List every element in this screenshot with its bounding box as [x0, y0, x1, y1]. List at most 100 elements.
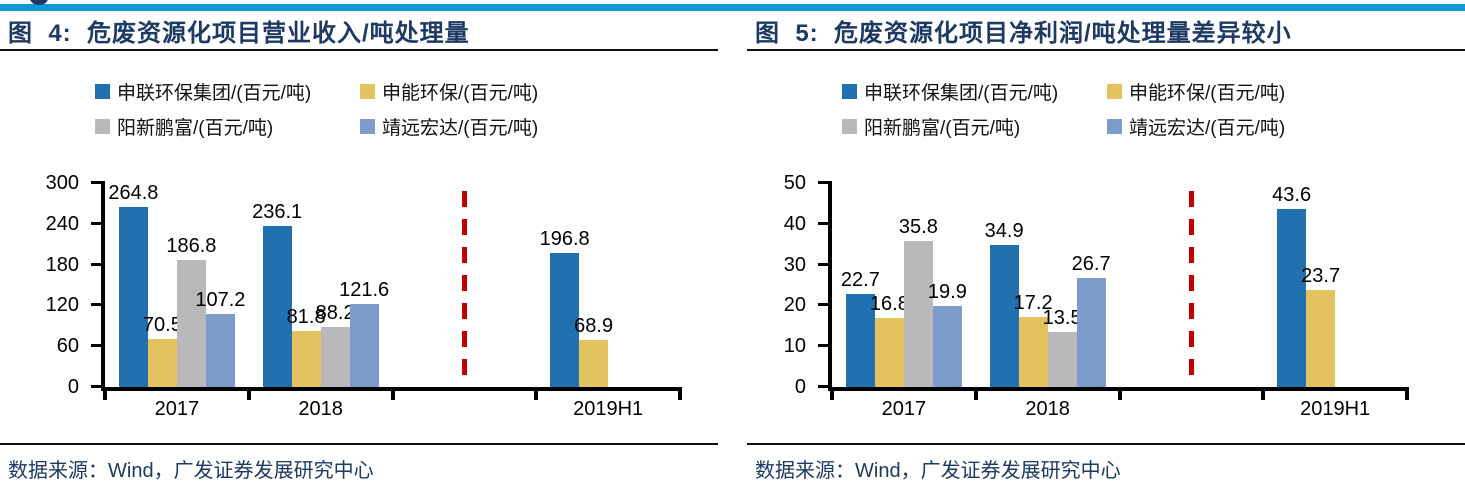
x-axis-tickmark	[973, 391, 978, 400]
bar	[1076, 278, 1106, 387]
top-accent-bar	[0, 4, 1465, 11]
bar-value-label: 121.6	[339, 279, 390, 302]
bar	[845, 294, 875, 387]
bar-value-label: 70.5	[142, 314, 182, 337]
bar-value-label: 68.9	[574, 315, 614, 338]
legend-swatch-icon	[360, 83, 375, 99]
bar-value-label: 81.8	[286, 306, 326, 329]
legend-label: 阳新鹏富/(百元/吨)	[117, 117, 274, 139]
x-axis-line	[101, 387, 682, 391]
bar-value-label: 22.7	[840, 269, 880, 292]
bar-value-label: 23.7	[1301, 265, 1341, 288]
y-axis-tick-label: 0	[67, 376, 79, 398]
legend-item: 阳新鹏富/(百元/吨)	[95, 116, 273, 139]
bar-value-label: 186.8	[166, 234, 217, 257]
bar	[579, 340, 609, 387]
bar-value-label: 13.5	[1042, 306, 1082, 329]
legend-swatch-icon	[95, 118, 110, 134]
bar-value-label: 196.8	[539, 228, 590, 251]
bar	[1047, 331, 1077, 387]
y-axis-tick-label: 0	[794, 376, 806, 398]
legend-swatch-icon	[1107, 118, 1122, 134]
bar	[1018, 316, 1048, 387]
y-axis-tick-label: 240	[45, 212, 79, 235]
x-axis-tickmark	[534, 391, 539, 400]
y-axis-tickmark	[91, 344, 101, 348]
source-note: 数据来源：Wind，广发证券发展研究中心	[755, 460, 1121, 482]
y-axis-line	[828, 181, 832, 391]
bar-value-label: 236.1	[252, 201, 303, 224]
title-rule	[0, 49, 718, 51]
x-axis-category-label: 2018	[298, 398, 343, 420]
figure-5-panel: 图 5: 危废资源化项目净利润/吨处理量差异较小 申联环保集团/(百元/吨) 申能…	[747, 0, 1465, 496]
legend-label: 阳新鹏富/(百元/吨)	[864, 117, 1021, 139]
y-axis-tickmark	[818, 221, 828, 225]
y-axis-tickmark	[91, 303, 101, 307]
x-axis-tickmark	[1117, 391, 1122, 400]
x-axis-category-label: 2018	[1025, 398, 1070, 420]
legend-item: 申联环保集团/(百元/吨)	[842, 81, 1058, 104]
y-axis-tickmark	[91, 181, 101, 184]
y-axis-tick-label: 120	[45, 294, 79, 317]
x-axis-category-label: 2019H1	[573, 398, 644, 420]
y-axis-tick-label: 10	[783, 335, 806, 358]
source-note: 数据来源：Wind，广发证券发展研究中心	[8, 460, 374, 482]
footer-rule	[0, 443, 718, 445]
legend-swatch-icon	[95, 83, 110, 99]
bar	[903, 240, 933, 387]
x-axis-category-label: 2017	[881, 398, 927, 420]
x-axis-tickmark	[830, 391, 834, 400]
bar-value-label: 34.9	[984, 219, 1024, 242]
legend-label: 申能环保/(百元/吨)	[1129, 82, 1286, 104]
y-axis-tick-label: 30	[783, 253, 806, 276]
x-axis-line	[828, 387, 1409, 391]
footer-rule	[747, 443, 1465, 445]
figure-title: 图 5: 危废资源化项目净利润/吨处理量差异较小	[755, 20, 1292, 47]
y-axis-tick-label: 60	[56, 335, 79, 358]
legend-swatch-icon	[842, 83, 857, 99]
bar	[989, 244, 1019, 387]
y-axis-tick-label: 180	[45, 253, 79, 276]
legend-swatch-icon	[360, 118, 375, 134]
x-axis-tickmark	[246, 391, 251, 400]
bar	[176, 259, 206, 387]
y-axis-tick-label: 20	[783, 294, 806, 317]
bar-value-label: 19.9	[927, 280, 967, 303]
figure-4-panel: 图 4: 危废资源化项目营业收入/吨处理量 申联环保集团/(百元/吨) 申能环保/…	[0, 0, 718, 496]
bar-value-label: 17.2	[1013, 291, 1053, 314]
legend-label: 靖远宏达/(百元/吨)	[1129, 117, 1286, 139]
legend-label: 申联环保集团/(百元/吨)	[117, 82, 312, 104]
x-axis-tickmark	[103, 391, 107, 400]
bar-value-label: 107.2	[195, 289, 246, 312]
legend-item: 阳新鹏富/(百元/吨)	[842, 116, 1020, 139]
y-axis-tickmark	[818, 303, 828, 307]
legend-item: 申能环保/(百元/吨)	[360, 81, 538, 104]
title-rule	[747, 49, 1465, 51]
y-axis-tickmark	[91, 221, 101, 225]
bar-value-label: 35.8	[898, 215, 938, 238]
x-axis-category-label: 2017	[154, 398, 200, 420]
bar-value-label: 43.6	[1272, 184, 1312, 207]
y-axis-tickmark	[818, 344, 828, 348]
legend-label: 靖远宏达/(百元/吨)	[382, 117, 539, 139]
bar	[118, 206, 148, 387]
bar	[932, 305, 962, 387]
legend-swatch-icon	[842, 118, 857, 134]
x-axis-tickmark	[390, 391, 395, 400]
y-axis-tick-label: 300	[45, 172, 79, 194]
bar	[1277, 209, 1307, 387]
bar	[205, 314, 235, 387]
y-axis-tickmark	[818, 262, 828, 266]
bar	[262, 226, 292, 387]
legend-swatch-icon	[1107, 83, 1122, 99]
bar	[874, 318, 904, 387]
bar-value-label: 16.8	[869, 293, 909, 316]
y-axis-tickmark	[91, 385, 101, 388]
bar-value-label: 88.2	[315, 302, 355, 325]
legend-item: 申联环保集团/(百元/吨)	[95, 81, 311, 104]
bar	[320, 327, 350, 387]
x-axis-category-label: 2019H1	[1300, 398, 1371, 420]
legend-item: 靖远宏达/(百元/吨)	[360, 116, 538, 139]
bar-value-label: 26.7	[1071, 253, 1111, 276]
